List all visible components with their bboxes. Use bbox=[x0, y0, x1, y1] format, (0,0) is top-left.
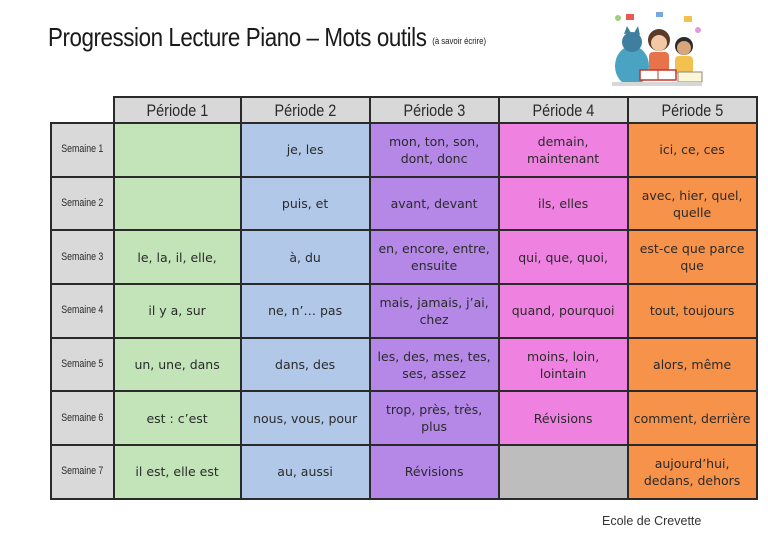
table-row: Semaine 3 le, la, il, elle, à, du en, en… bbox=[50, 229, 758, 286]
title-note: (à savoir écrire) bbox=[432, 36, 487, 46]
week-label: Semaine 6 bbox=[50, 390, 115, 447]
week-label: Semaine 4 bbox=[50, 283, 115, 339]
title-main: Progression Lecture Piano – Mots outils bbox=[48, 22, 427, 52]
week-label: Semaine 7 bbox=[50, 444, 115, 500]
cell-periode-5: tout, toujours bbox=[626, 283, 758, 339]
table-corner bbox=[51, 97, 114, 123]
header-periode-5: Période 5 bbox=[626, 96, 758, 124]
header-periode-3: Période 3 bbox=[368, 96, 500, 124]
cell-periode-2: puis, et bbox=[239, 175, 371, 232]
week-label: Semaine 5 bbox=[50, 336, 115, 393]
footer-credit: Ecole de Crevette bbox=[602, 514, 702, 528]
table-row: Semaine 5 un, une, dans dans, des les, d… bbox=[50, 336, 758, 393]
cell-periode-1 bbox=[112, 122, 242, 178]
cell-periode-2: dans, des bbox=[239, 336, 371, 393]
week-label: Semaine 2 bbox=[50, 175, 115, 232]
table-row: Semaine 1 je, les mon, ton, son, dont, d… bbox=[50, 122, 758, 178]
cell-periode-5: comment, derrière bbox=[626, 390, 758, 447]
cell-periode-2: ne, n’… pas bbox=[239, 283, 371, 339]
cell-periode-3: avant, devant bbox=[368, 175, 500, 232]
cell-periode-3: en, encore, entre, ensuite bbox=[368, 229, 500, 286]
page-title: Progression Lecture Piano – Mots outils … bbox=[48, 22, 486, 53]
cell-periode-2: à, du bbox=[239, 229, 371, 286]
cell-periode-4: moins, loin, lointain bbox=[497, 336, 629, 393]
header-row: Période 1 Période 2 Période 3 Période 4 … bbox=[51, 96, 758, 124]
table-row: Semaine 2 puis, et avant, devant ils, el… bbox=[50, 175, 758, 232]
cell-periode-3: trop, près, très, plus bbox=[368, 390, 500, 447]
cell-periode-4: quand, pourquoi bbox=[497, 283, 629, 339]
header-periode-2: Période 2 bbox=[239, 96, 371, 124]
cell-periode-3: mais, jamais, j’ai, chez bbox=[368, 283, 500, 339]
cell-periode-4: ils, elles bbox=[497, 175, 629, 232]
cell-periode-4: Révisions bbox=[497, 390, 629, 447]
cell-periode-5: est-ce que parce que bbox=[626, 229, 758, 286]
cell-periode-2: au, aussi bbox=[239, 444, 371, 500]
cell-periode-5: alors, même bbox=[626, 336, 758, 393]
children-reading-illustration bbox=[604, 8, 708, 92]
cell-periode-2: nous, vous, pour bbox=[239, 390, 371, 447]
week-label: Semaine 1 bbox=[50, 122, 115, 178]
cell-periode-1: le, la, il, elle, bbox=[112, 229, 242, 286]
cell-periode-1: est : c’est bbox=[112, 390, 242, 447]
cell-periode-5: aujourd’hui, dedans, dehors bbox=[626, 444, 758, 500]
header-periode-4: Période 4 bbox=[497, 96, 629, 124]
cell-periode-4-empty bbox=[497, 444, 629, 500]
cell-periode-1: un, une, dans bbox=[112, 336, 242, 393]
cell-periode-2: je, les bbox=[239, 122, 371, 178]
cell-periode-1 bbox=[112, 175, 242, 232]
cell-periode-3: Révisions bbox=[368, 444, 500, 500]
table-row: Semaine 7 il est, elle est au, aussi Rév… bbox=[50, 444, 758, 500]
cell-periode-5: ici, ce, ces bbox=[626, 122, 758, 178]
table-row: Semaine 6 est : c’est nous, vous, pour t… bbox=[50, 390, 758, 447]
header-periode-1: Période 1 bbox=[112, 96, 242, 124]
progression-table: Période 1 Période 2 Période 3 Période 4 … bbox=[50, 96, 758, 500]
table-row: Semaine 4 il y a, sur ne, n’… pas mais, … bbox=[50, 283, 758, 339]
week-label: Semaine 3 bbox=[50, 229, 115, 286]
cell-periode-1: il est, elle est bbox=[112, 444, 242, 500]
cell-periode-3: mon, ton, son, dont, donc bbox=[368, 122, 500, 178]
cell-periode-3: les, des, mes, tes, ses, assez bbox=[368, 336, 500, 393]
cell-periode-4: demain, maintenant bbox=[497, 122, 629, 178]
cell-periode-5: avec, hier, quel, quelle bbox=[626, 175, 758, 232]
cell-periode-1: il y a, sur bbox=[112, 283, 242, 339]
cell-periode-4: qui, que, quoi, bbox=[497, 229, 629, 286]
